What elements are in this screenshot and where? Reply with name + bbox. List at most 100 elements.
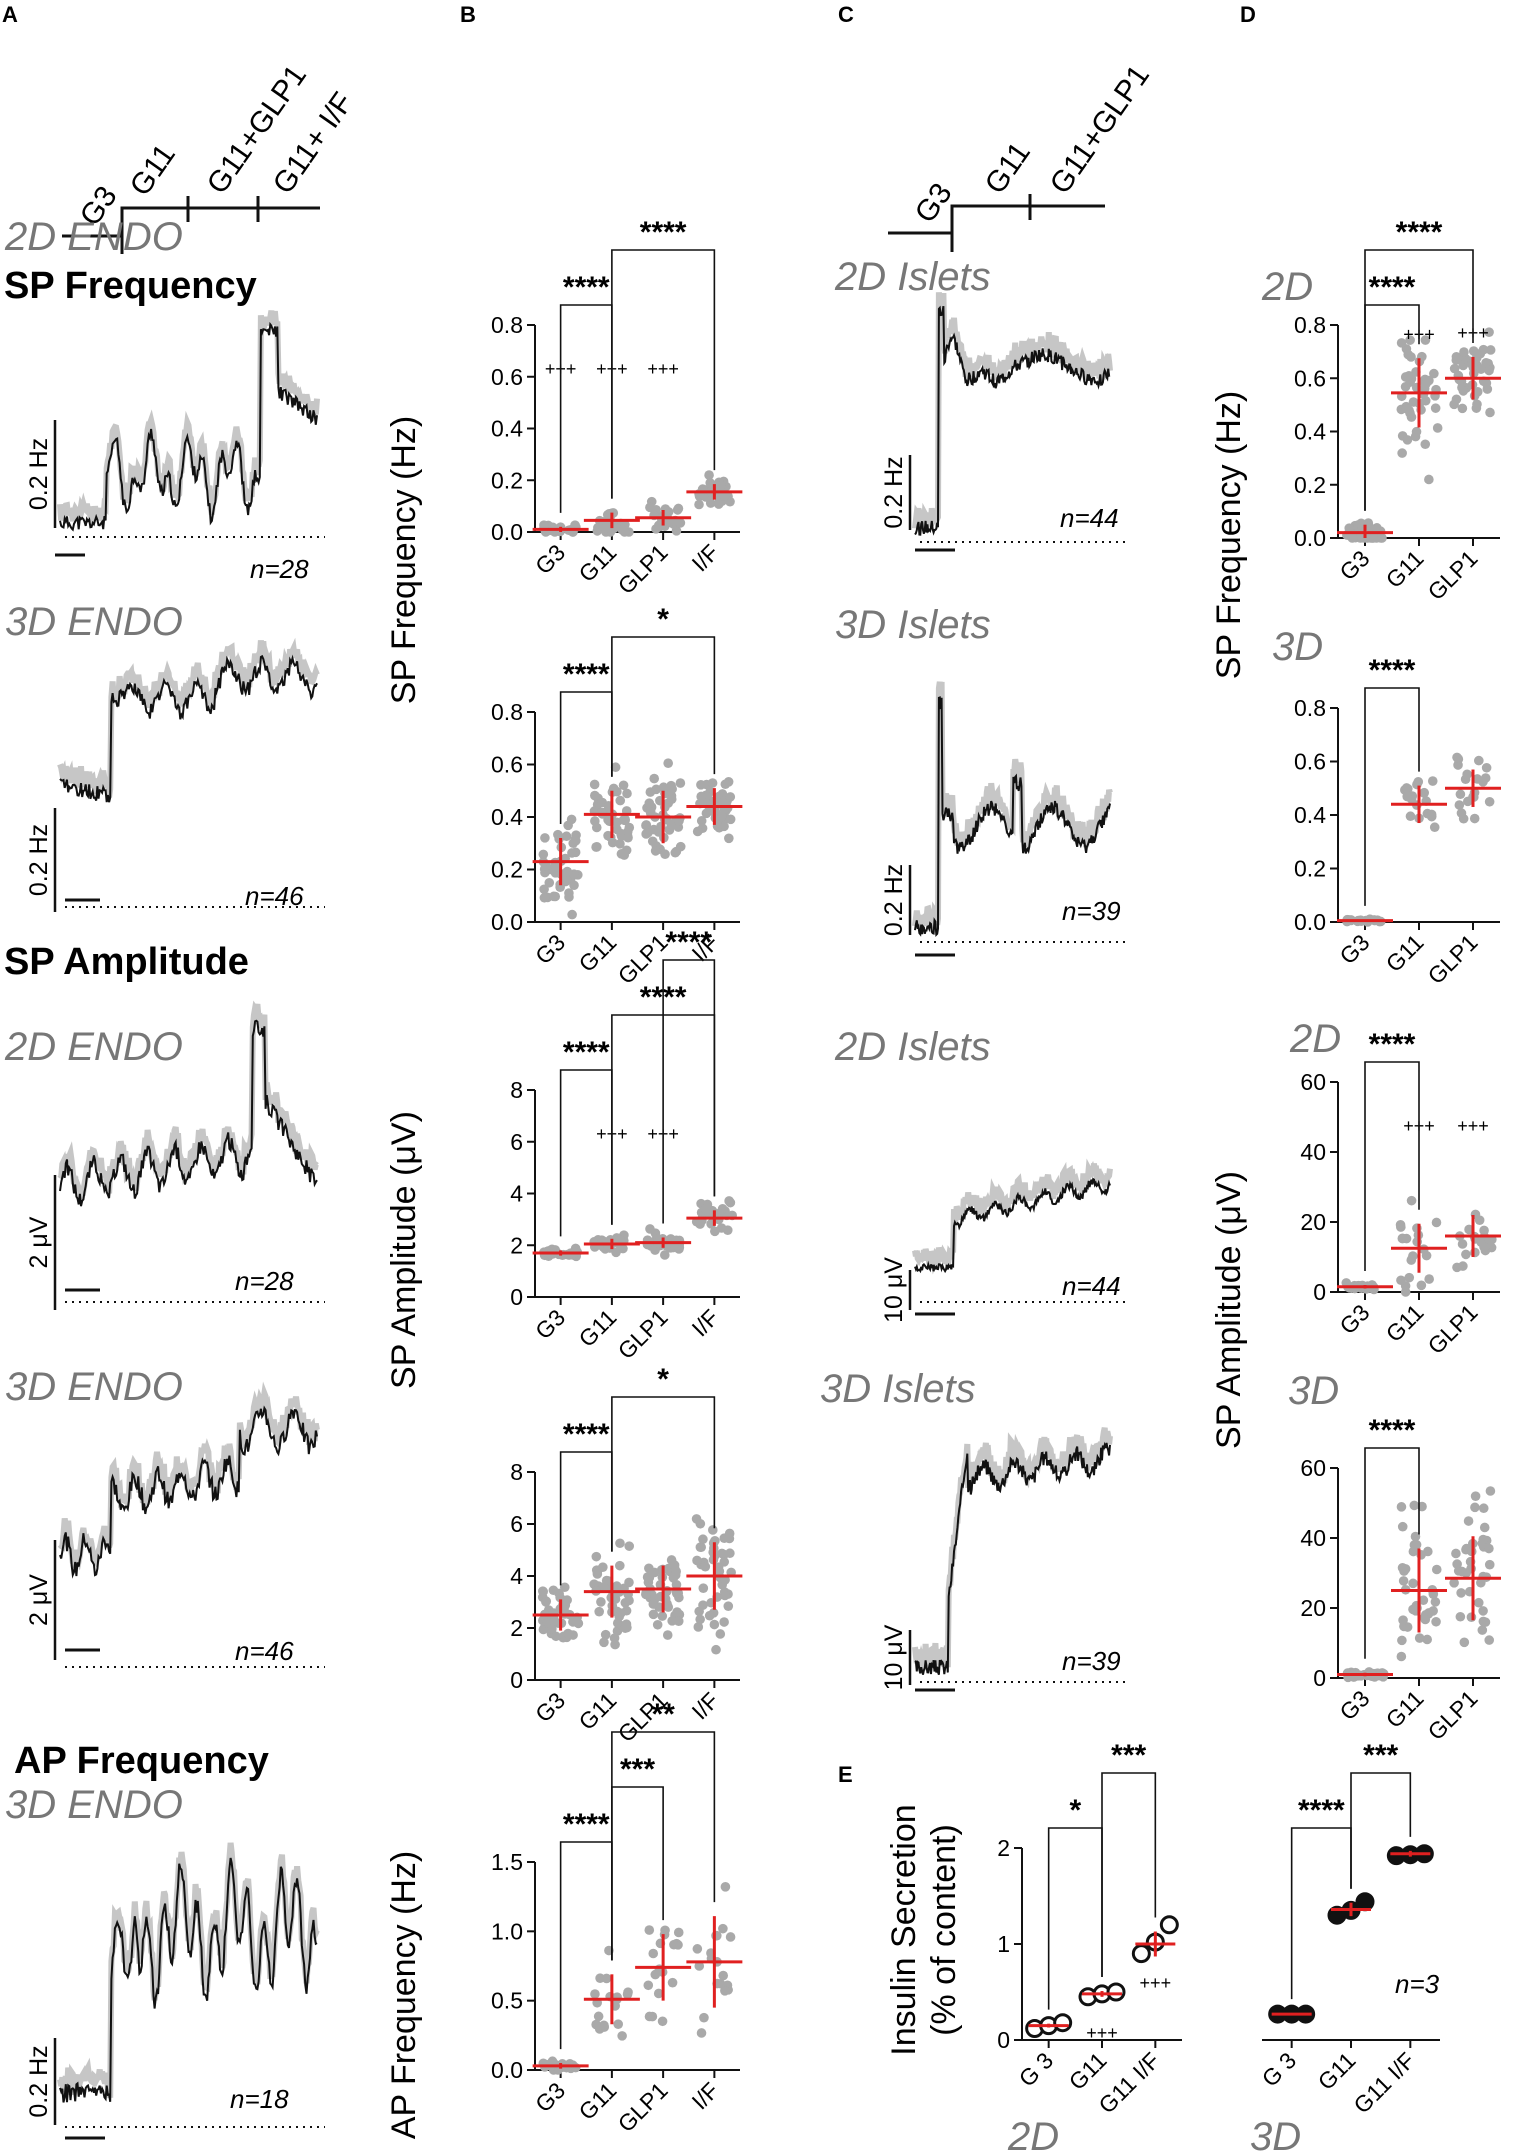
x-tick-label: I/F (687, 1304, 724, 1341)
y-tick-label: 0.2 (491, 857, 523, 883)
trace-scale-label: 0.2 Hz (880, 864, 908, 936)
data-point (714, 1566, 725, 1577)
data-point (714, 1208, 724, 1219)
data-point (1484, 1635, 1495, 1645)
trace-sem-band (57, 1000, 319, 1200)
data-point (660, 849, 670, 860)
data-point (1484, 1543, 1494, 1554)
data-point (670, 1570, 681, 1580)
data-point (1484, 1559, 1495, 1570)
trace-mean-line (914, 305, 1111, 536)
data-point (1429, 368, 1439, 379)
data-point (704, 1610, 715, 1621)
trace-mean-line (914, 696, 1111, 937)
y-tick-label: 0.4 (1294, 419, 1326, 445)
data-point (622, 1622, 632, 1633)
data-point (1464, 1224, 1474, 1235)
data-point (667, 1977, 678, 1988)
data-point (1485, 407, 1495, 418)
y-tick-label: 0.0 (491, 2057, 523, 2083)
significance-bracket (559, 1069, 613, 1237)
data-point (650, 846, 661, 856)
data-point (1397, 448, 1407, 458)
data-point (704, 470, 714, 480)
data-point (561, 831, 572, 842)
data-point (1131, 1944, 1151, 1964)
data-point (644, 798, 655, 808)
x-tick-label: G11 (1381, 1685, 1429, 1733)
protocol-c-step-3: G11+GLP1 (1044, 59, 1156, 200)
data-point (644, 2011, 655, 2022)
y-tick-label: 0.6 (1294, 365, 1326, 391)
significance-stars: **** (1369, 1414, 1416, 1447)
data-point (673, 1927, 684, 1938)
y-tick-label: 0 (510, 1667, 523, 1693)
data-point (701, 808, 712, 819)
section-sp-frequency: SP Frequency (4, 265, 257, 307)
data-point (713, 499, 724, 509)
data-point (1406, 1255, 1417, 1265)
significance-stars: **** (1369, 271, 1416, 304)
data-point (1463, 1516, 1474, 1526)
data-point (696, 816, 707, 826)
data-point (652, 1619, 663, 1630)
trace-panel: 3D ENDO 2 μV n=46 (5, 1365, 325, 1668)
trace-condition-label: 3D ENDO (5, 1783, 183, 1827)
trace-sem-band (912, 1158, 1113, 1275)
y-tick-label: 4 (510, 1181, 523, 1207)
data-point (649, 1567, 660, 1578)
trace-panel: 3D ENDO 0.2 Hz n=18 (5, 1783, 325, 2140)
x-tick-label: G11 (1381, 1299, 1429, 1347)
x-tick-label: G11 (1381, 545, 1429, 593)
significance-stars: **** (563, 1036, 610, 1069)
significance-stars: **** (1369, 1028, 1416, 1061)
trace-n-label: n=46 (245, 881, 304, 911)
data-point (566, 814, 577, 825)
data-point (539, 884, 549, 895)
data-point (1397, 1563, 1408, 1573)
data-point (1457, 1566, 1467, 1577)
data-point (1424, 474, 1434, 485)
data-point (673, 503, 684, 514)
data-point (671, 525, 682, 536)
significance-bracket (1364, 1447, 1420, 1659)
data-point (722, 1225, 733, 1235)
data-point (666, 794, 677, 805)
x-tick-label: G11 (1064, 2047, 1112, 2095)
significance-plus: +++ (1457, 1116, 1489, 1136)
data-point (1406, 352, 1416, 362)
data-point (1481, 357, 1491, 368)
data-point (600, 1629, 611, 1640)
data-point (663, 758, 673, 769)
data-point (700, 1204, 711, 1214)
trace-n-label: n=44 (1060, 503, 1119, 533)
data-point (1430, 1597, 1441, 1607)
data-point (1484, 796, 1495, 807)
trace-mean-line (59, 1857, 318, 2103)
trace-sem-band (912, 292, 1113, 530)
panel-letter-a: A (2, 2, 18, 27)
data-point (700, 1561, 711, 1572)
data-point (698, 1583, 709, 1593)
data-point (725, 1932, 736, 1942)
data-point (659, 1250, 670, 1260)
data-point (1471, 348, 1482, 359)
y-tick-label: 2 (510, 1232, 523, 1258)
data-point (719, 1617, 729, 1627)
protocol-a (62, 196, 320, 254)
data-point (590, 1989, 600, 1999)
data-point (696, 791, 706, 802)
data-point (589, 779, 600, 790)
y-tick-label: 0.8 (491, 699, 523, 725)
data-point (538, 849, 549, 860)
y-tick-label: 0.6 (1294, 749, 1326, 775)
d-label-3d-amp: 3D (1288, 1369, 1339, 1413)
data-point (1420, 1614, 1431, 1625)
panel-letter-b: B (460, 2, 476, 27)
data-point (1459, 347, 1469, 357)
data-point (563, 1628, 573, 1639)
